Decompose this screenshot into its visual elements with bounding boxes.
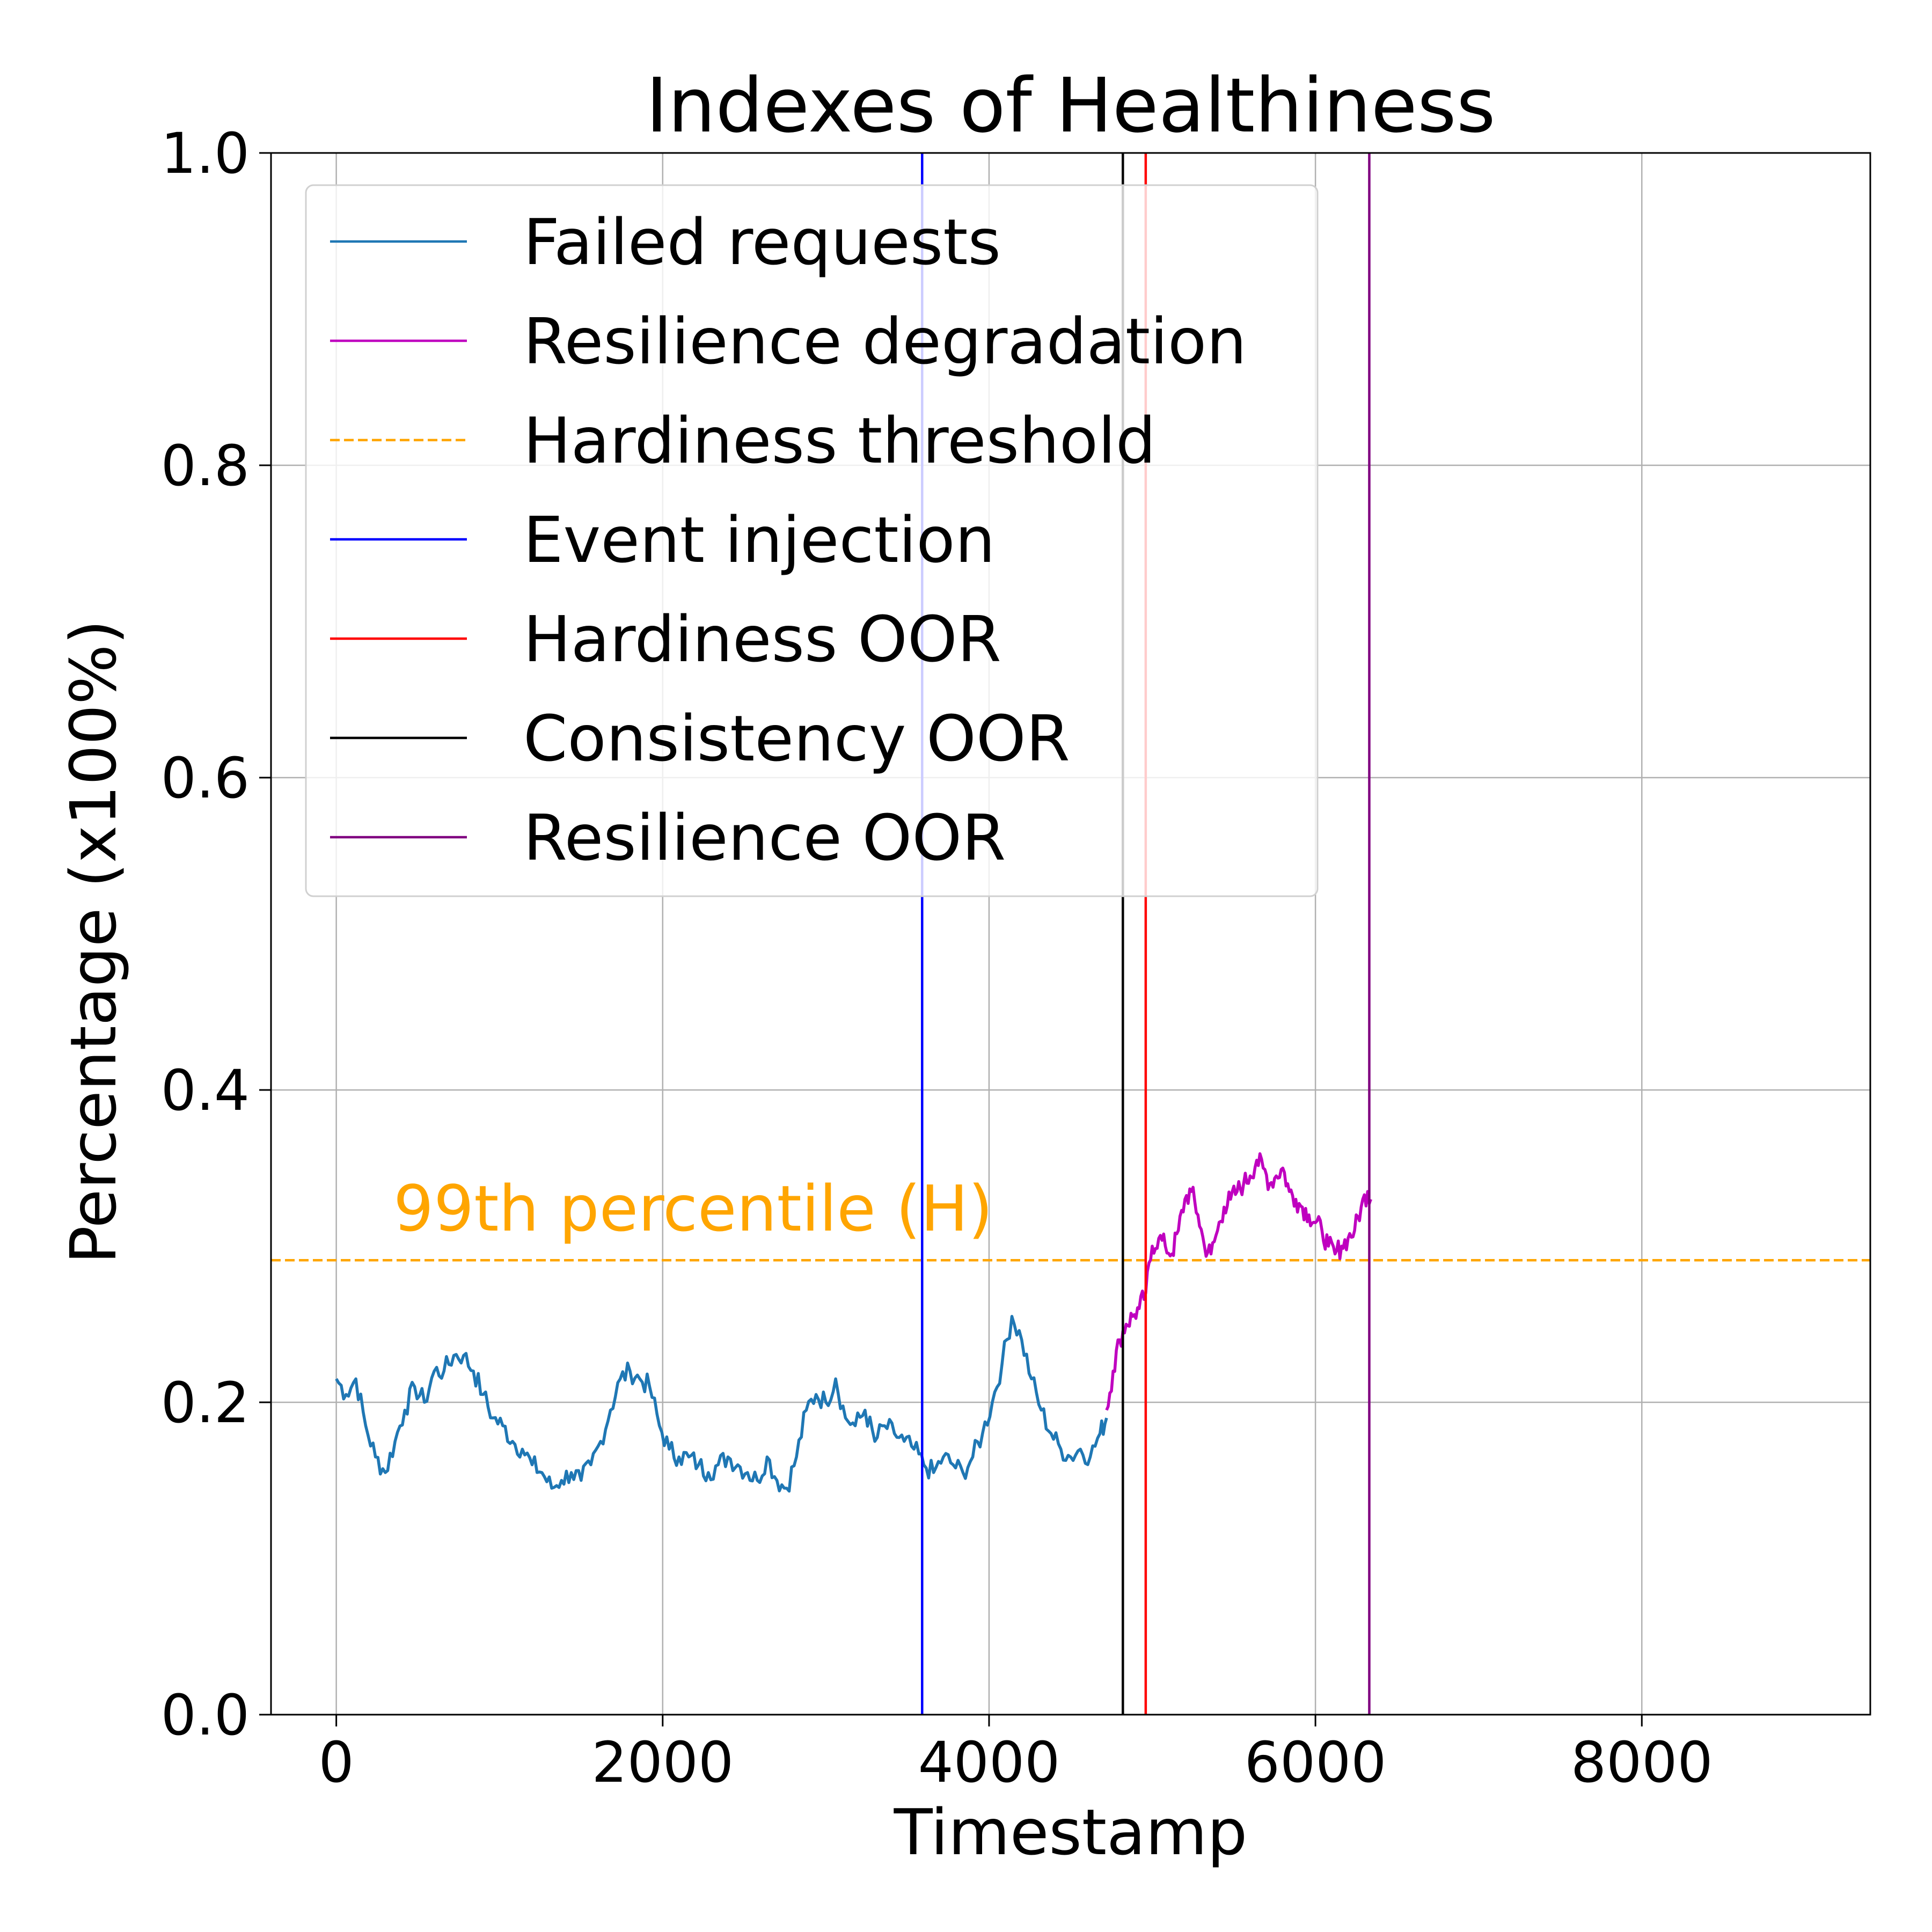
resilience-degradation-line xyxy=(1105,1152,1373,1411)
y-tick-label: 0.2 xyxy=(161,1370,250,1436)
y-tick-label: 0.0 xyxy=(161,1682,250,1748)
chart-title: Indexes of Healthiness xyxy=(646,62,1495,150)
legend-label: Resilience OOR xyxy=(523,801,1006,875)
legend-label: Event injection xyxy=(523,503,995,577)
failed-requests-line xyxy=(335,1315,1108,1493)
x-axis-label: Timestamp xyxy=(894,1795,1248,1869)
y-tick-label: 1.0 xyxy=(161,121,250,186)
x-tick-label: 0 xyxy=(319,1730,354,1795)
y-tick-label: 0.8 xyxy=(161,433,250,499)
legend-label: Hardiness OOR xyxy=(523,602,1001,676)
data-series xyxy=(335,1152,1373,1493)
legend-label: Hardiness threshold xyxy=(523,404,1156,478)
y-tick-label: 0.6 xyxy=(161,745,250,811)
legend: Failed requests Resilience degradation Har… xyxy=(305,184,1319,897)
x-tick-label: 6000 xyxy=(1245,1730,1387,1795)
threshold-annotation: 99th percentile (H) xyxy=(393,1172,993,1246)
legend-label: Consistency OOR xyxy=(523,701,1070,775)
y-axis-label: Percentage (x100%) xyxy=(56,620,130,1264)
legend-box xyxy=(305,184,1319,897)
legend-label: Failed requests xyxy=(523,205,1001,279)
x-tick-label: 2000 xyxy=(591,1730,734,1795)
plot-frame xyxy=(270,152,1871,1716)
x-tick-label: 8000 xyxy=(1571,1730,1713,1795)
x-tick-label: 4000 xyxy=(918,1730,1060,1795)
axis-ticks: 0 2000 4000 6000 8000 0.0 0.2 0.4 0.6 0.8 1.0 xyxy=(161,121,1713,1795)
y-tick-label: 0.4 xyxy=(161,1058,250,1123)
legend-label: Resilience degradation xyxy=(523,304,1247,378)
